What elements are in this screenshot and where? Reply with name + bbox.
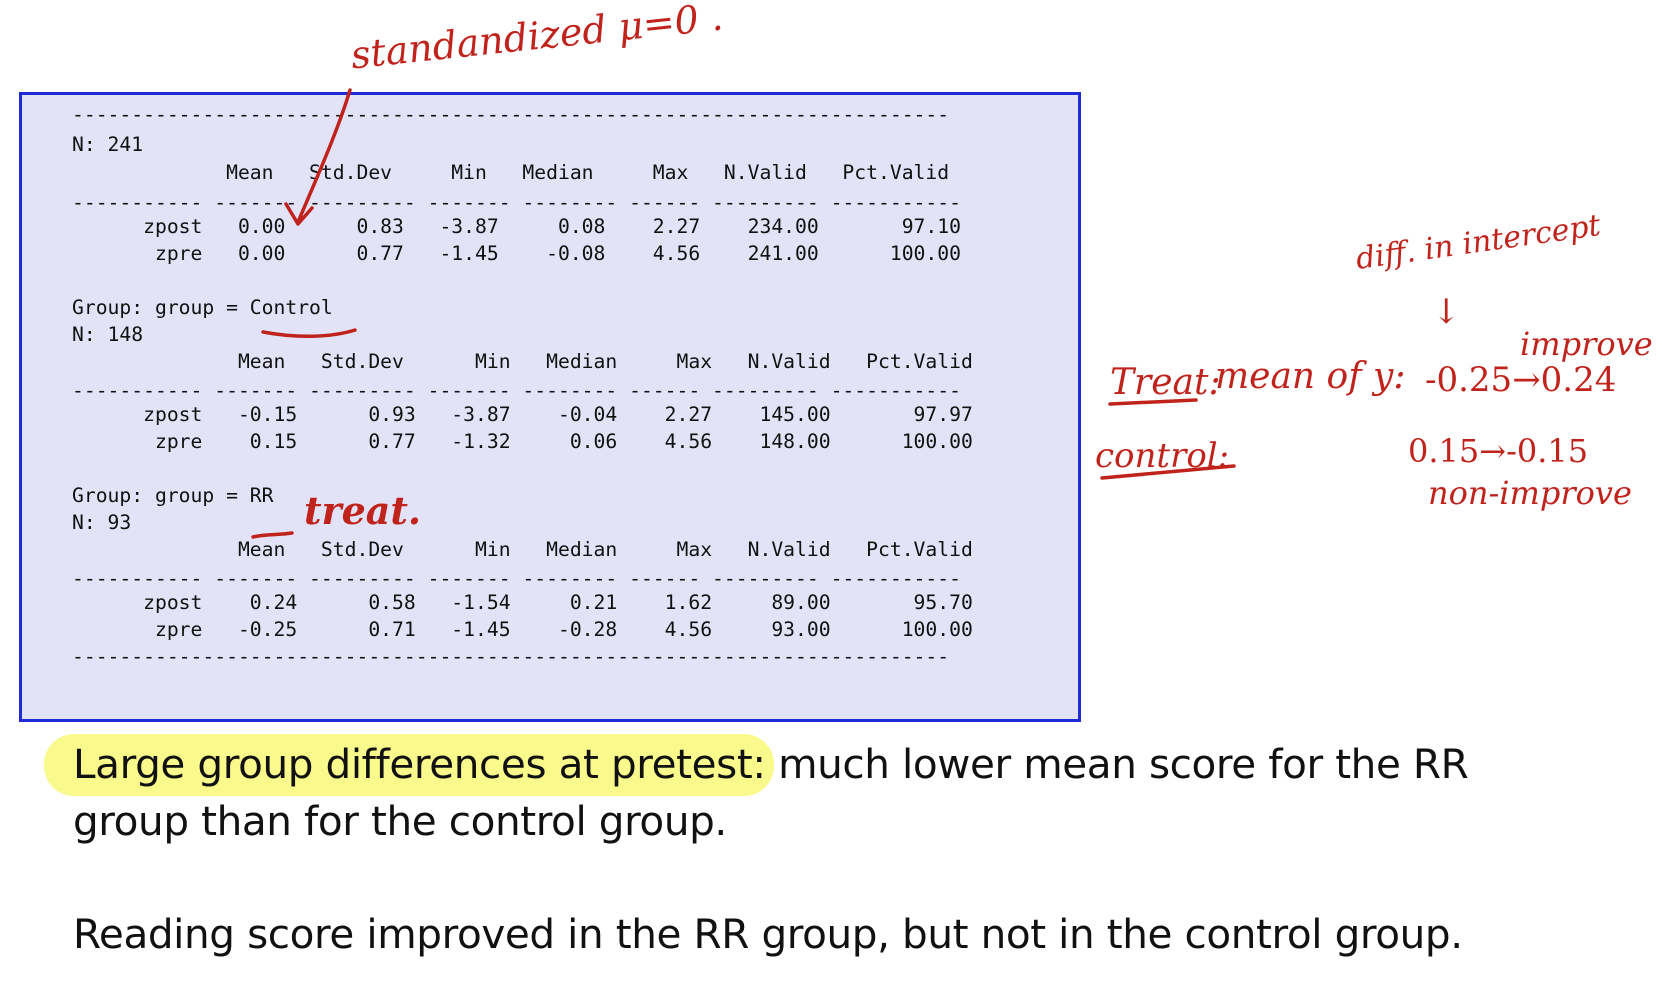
table-row: zpre 0.00 0.77 -1.45 -0.08 4.56 241.00 1…	[72, 242, 961, 265]
paragraph-reading-improved: Reading score improved in the RR group, …	[73, 910, 1463, 958]
table-row: zpost -0.15 0.93 -3.87 -0.04 2.27 145.00…	[72, 403, 973, 426]
table-header: Mean Std.Dev Min Median Max N.Valid Pct.…	[72, 538, 973, 561]
annotation-non-improve: non-improve	[1428, 474, 1632, 512]
table-header: Mean Std.Dev Min Median Max N.Valid Pct.…	[72, 161, 950, 184]
table-row: zpre 0.15 0.77 -1.32 0.06 4.56 148.00 10…	[72, 430, 973, 453]
highlighted-phrase: Large group differences at pretest:	[73, 740, 766, 788]
n-total: N: 241	[72, 133, 144, 156]
console-output-box: ----------------------------------------…	[19, 92, 1081, 722]
group-line-control: Group: group = Control	[72, 296, 333, 319]
paragraph-group-differences: Large group differences at pretest: much…	[73, 736, 1469, 793]
table-sub-rule: ----------- ------- --------- ------- --…	[72, 567, 961, 590]
annotation-improve: improve	[1520, 325, 1653, 363]
n-rr: N: 93	[72, 511, 132, 534]
arrow-to-mean-line	[296, 88, 352, 224]
underline-control-label	[1100, 464, 1236, 480]
underline-control	[261, 328, 357, 338]
table-row: zpost 0.00 0.83 -3.87 0.08 2.27 234.00 9…	[72, 215, 961, 238]
text-highlight	[44, 734, 774, 796]
annotation-mean-of-y: mean of y:	[1215, 356, 1406, 397]
table-header: Mean Std.Dev Min Median Max N.Valid Pct.…	[72, 350, 973, 373]
top-rule: ----------------------------------------…	[72, 103, 950, 126]
annotation-treat: treat.	[304, 488, 422, 533]
annotation-control-values: 0.15→-0.15	[1408, 432, 1589, 470]
table-row: zpre -0.25 0.71 -1.45 -0.28 4.56 93.00 1…	[72, 618, 973, 641]
bottom-rule: ----------------------------------------…	[72, 645, 950, 668]
group-line-rr: Group: group = RR	[72, 484, 274, 507]
annotation-treat-label: Treat:	[1110, 362, 1221, 403]
annotation-down-arrow: ↓	[1432, 292, 1461, 332]
n-control: N: 148	[72, 323, 144, 346]
table-sub-rule: ----------- ------- --------- ------- --…	[72, 379, 961, 402]
paragraph-rest: much lower mean score for the RR	[765, 740, 1469, 788]
annotation-treat-values: -0.25→0.24	[1425, 360, 1617, 400]
paragraph-line-2: group than for the control group.	[73, 797, 727, 845]
arrow-to-mean-head	[284, 202, 314, 226]
underline-treat-label	[1108, 398, 1198, 406]
underline-rr	[251, 531, 294, 539]
table-sub-rule: ----------- ------- --------- ------- --…	[72, 191, 961, 214]
table-row: zpost 0.24 0.58 -1.54 0.21 1.62 89.00 95…	[72, 591, 973, 614]
